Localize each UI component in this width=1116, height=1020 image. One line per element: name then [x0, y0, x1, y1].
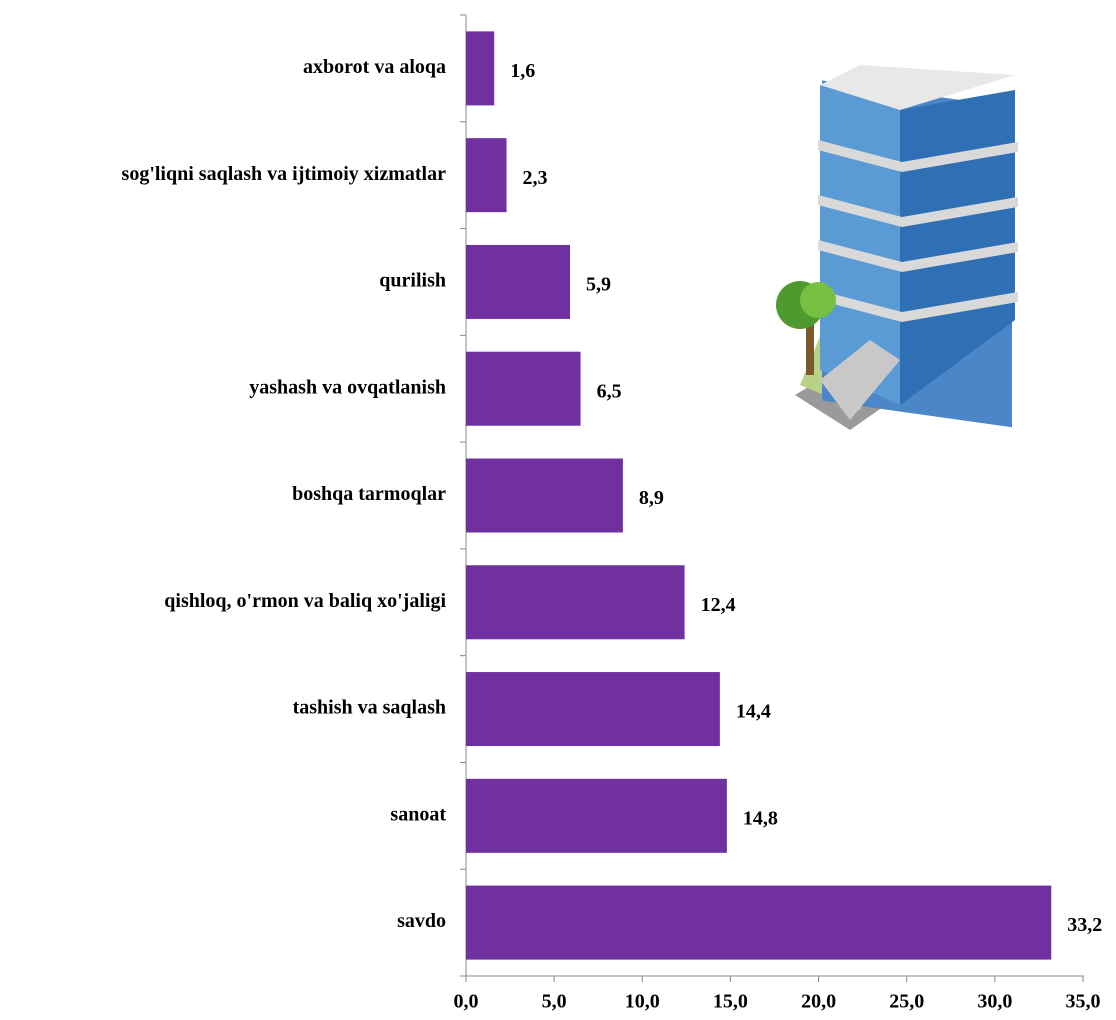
y-tick-label: sanoat [390, 803, 446, 825]
y-tick-label: yashash va ovqatlanish [249, 376, 446, 398]
y-tick-label: qishloq, o'rmon va baliq xo'jaligi [164, 590, 446, 612]
data-label: 8,9 [639, 487, 664, 509]
building-icon [776, 65, 1018, 430]
data-label: 33,2 [1067, 914, 1102, 936]
x-tick-label: 0,0 [454, 991, 479, 1013]
bar [466, 672, 720, 747]
y-tick-label: boshqa tarmoqlar [292, 483, 446, 505]
bar [466, 351, 581, 426]
data-label: 14,4 [736, 701, 771, 723]
x-tick-label: 10,0 [625, 991, 660, 1013]
data-label: 5,9 [586, 274, 611, 296]
y-tick-label: savdo [397, 910, 446, 932]
bar [466, 885, 1052, 960]
y-tick-label: qurilish [379, 270, 446, 292]
bar [466, 458, 623, 533]
data-label: 14,8 [743, 807, 778, 829]
data-label: 6,5 [597, 380, 622, 402]
data-label: 2,3 [523, 167, 548, 189]
y-tick-label: tashish va saqlash [293, 697, 446, 719]
y-tick-label: axborot va aloqa [303, 56, 446, 78]
data-label: 12,4 [701, 594, 736, 616]
x-tick-label: 5,0 [542, 991, 567, 1013]
x-tick-label: 25,0 [889, 991, 924, 1013]
bar [466, 244, 571, 319]
bar [466, 138, 507, 213]
x-tick-label: 30,0 [977, 991, 1012, 1013]
bar [466, 31, 495, 106]
x-tick-label: 35,0 [1066, 991, 1101, 1013]
x-tick-label: 15,0 [713, 991, 748, 1013]
x-tick-label: 20,0 [801, 991, 836, 1013]
y-tick-label: sog'liqni saqlash va ijtimoiy xizmatlar [122, 163, 447, 185]
bar [466, 565, 685, 640]
data-label: 1,6 [510, 60, 535, 82]
bar [466, 778, 727, 853]
